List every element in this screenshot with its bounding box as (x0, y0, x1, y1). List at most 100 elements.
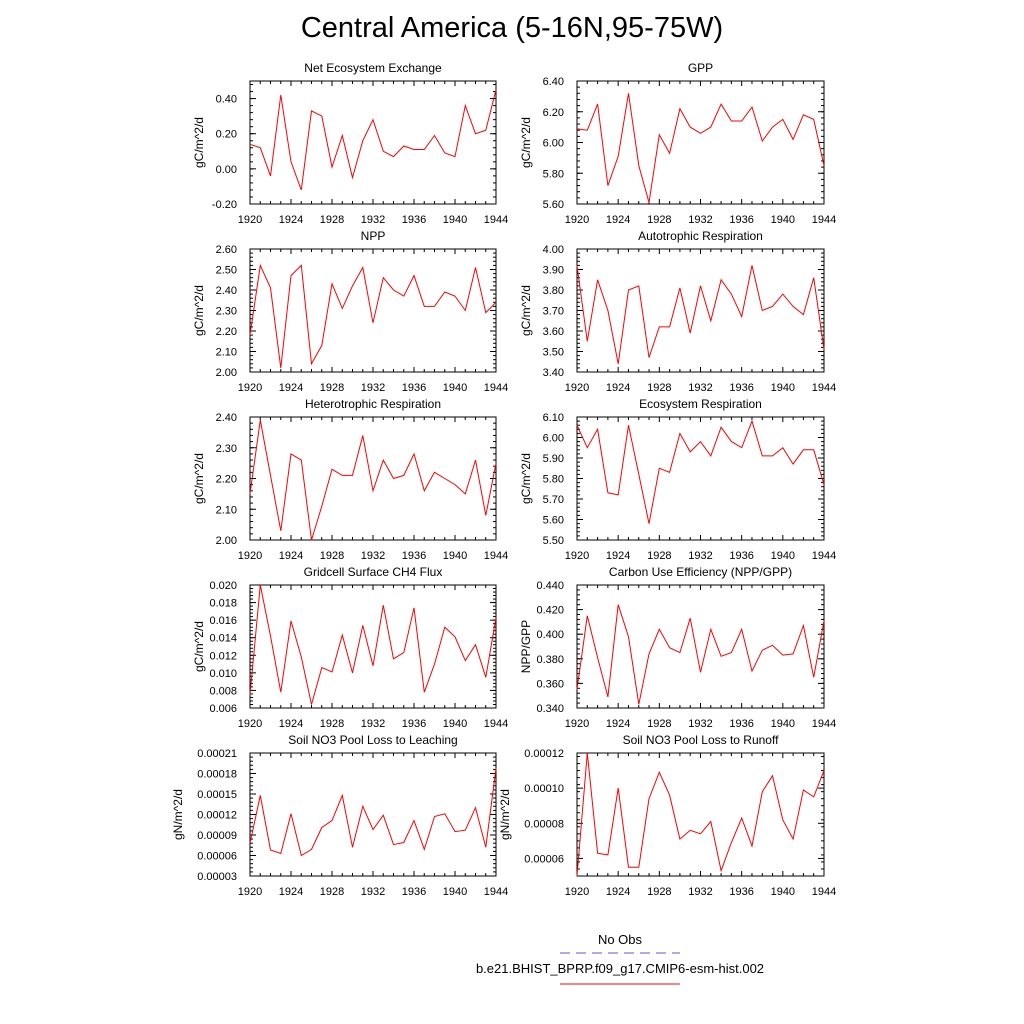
x-tick-label: 1928 (320, 718, 344, 730)
x-tick-label: 1924 (279, 550, 303, 562)
plot-frame (576, 248, 825, 373)
plot-frame (576, 584, 825, 709)
x-tick-label: 1944 (812, 382, 836, 394)
y-tick-label: 0.360 (536, 678, 564, 690)
x-tick-label: 1936 (729, 214, 753, 226)
x-tick-label: 1940 (443, 886, 467, 898)
x-tick-label: 1932 (688, 718, 712, 730)
y-tick-label: 3.60 (543, 326, 564, 338)
x-tick-label: 1944 (812, 718, 836, 730)
legend-model-label: b.e21.BHIST_BPRP.f09_g17.CMIP6-esm-hist.… (475, 961, 765, 976)
y-tick-label: 5.80 (543, 168, 564, 180)
y-tick-label: 6.40 (543, 76, 564, 88)
plot-frame (249, 416, 497, 541)
x-tick-label: 1920 (238, 382, 262, 394)
x-tick-label: 1924 (279, 886, 303, 898)
y-axis-label: gC/m^2/d (192, 117, 206, 168)
y-tick-label: 2.10 (216, 347, 237, 359)
y-tick-label: 0.440 (536, 580, 564, 592)
x-tick-label: 1928 (647, 886, 671, 898)
y-tick-label: 2.40 (216, 285, 237, 297)
x-tick-label: 1936 (729, 382, 753, 394)
panel-10: Soil NO3 Pool Loss to Runoff 1920 1924 1928… (498, 733, 836, 898)
panel-9: Soil NO3 Pool Loss to Leaching 1920 1924 19… (171, 733, 508, 898)
y-tick-label: 0.008 (209, 685, 237, 697)
panel-title: NPP (361, 229, 386, 243)
y-tick-label: 0.380 (536, 654, 564, 666)
x-tick-label: 1924 (606, 550, 630, 562)
panel-title: Gridcell Surface CH4 Flux (304, 565, 443, 579)
series-line (249, 263, 497, 368)
x-tick-label: 1936 (402, 214, 426, 226)
x-tick-label: 1924 (606, 886, 630, 898)
panel-1: Net Ecosystem Exchange 1920 1924 1928 1932 19… (192, 61, 508, 226)
x-tick-label: 1920 (238, 718, 262, 730)
x-tick-label: 1944 (484, 886, 508, 898)
y-axis-label: gC/m^2/d (519, 453, 533, 504)
panel-title: GPP (688, 61, 713, 75)
y-tick-label: 2.00 (216, 367, 237, 379)
x-tick-label: 1920 (565, 382, 589, 394)
y-tick-label: 3.70 (543, 306, 564, 318)
y-tick-label: 0.00015 (197, 789, 237, 801)
y-tick-label: 0.006 (209, 703, 237, 715)
y-tick-label: 3.50 (543, 347, 564, 359)
plot-frame (576, 80, 825, 205)
y-tick-label: 0.00003 (197, 871, 237, 883)
y-tick-label: 0.40 (216, 94, 237, 106)
x-tick-label: 1928 (320, 550, 344, 562)
x-tick-label: 1944 (812, 550, 836, 562)
x-tick-label: 1928 (647, 550, 671, 562)
y-tick-label: 2.50 (216, 265, 237, 277)
x-tick-label: 1932 (688, 886, 712, 898)
x-tick-label: 1932 (688, 550, 712, 562)
panel-title: Carbon Use Efficiency (NPP/GPP) (609, 565, 792, 579)
x-tick-label: 1920 (565, 214, 589, 226)
y-tick-label: 0.00009 (197, 830, 237, 842)
x-tick-label: 1944 (812, 886, 836, 898)
y-tick-label: 0.014 (209, 633, 237, 645)
x-tick-label: 1936 (402, 718, 426, 730)
y-tick-label: 2.30 (216, 306, 237, 318)
y-tick-label: 2.60 (216, 244, 237, 256)
x-tick-label: 1920 (238, 886, 262, 898)
y-tick-label: 2.20 (216, 474, 237, 486)
panel-title: Heterotrophic Respiration (305, 397, 441, 411)
series-line (249, 89, 497, 191)
panel-3: NPP 1920 1924 1928 1932 1936 1940 1944 2.00 2.10 2… (192, 229, 508, 394)
y-tick-label: 0.00006 (524, 853, 564, 865)
y-axis-label: NPP/GPP (519, 620, 533, 673)
x-tick-label: 1944 (484, 382, 508, 394)
panel-8: Carbon Use Efficiency (NPP/GPP) 1920 1924 1… (519, 565, 836, 730)
y-tick-label: 0.00018 (197, 769, 237, 781)
x-tick-label: 1920 (565, 550, 589, 562)
panel-7: Gridcell Surface CH4 Flux 1920 1924 1928 193… (192, 565, 508, 730)
y-tick-label: 3.90 (543, 265, 564, 277)
y-tick-label: 0.420 (536, 605, 564, 617)
y-tick-label: 2.30 (216, 443, 237, 455)
x-tick-label: 1932 (688, 214, 712, 226)
y-tick-label: 0.012 (209, 650, 237, 662)
panel-5: Heterotrophic Respiration 1920 1924 1928 193… (192, 397, 508, 562)
panel-title: Net Ecosystem Exchange (304, 61, 442, 75)
x-tick-label: 1920 (238, 214, 262, 226)
y-tick-label: 6.00 (543, 138, 564, 150)
y-tick-label: 6.00 (543, 433, 564, 445)
y-tick-label: 0.010 (209, 668, 237, 680)
x-tick-label: 1936 (402, 886, 426, 898)
series-line (576, 419, 825, 524)
y-tick-label: 2.40 (216, 412, 237, 424)
y-tick-label: 0.00008 (524, 818, 564, 830)
x-tick-label: 1932 (361, 550, 385, 562)
series-line (576, 265, 825, 364)
y-tick-label: 3.40 (543, 367, 564, 379)
y-axis-label: gC/m^2/d (192, 621, 206, 672)
y-axis-label: gN/m^2/d (498, 789, 512, 840)
x-tick-label: 1940 (443, 382, 467, 394)
panel-4: Autotrophic Respiration 1920 1924 1928 1932 1… (519, 229, 836, 394)
legend-model-line (560, 983, 680, 985)
y-tick-label: 6.20 (543, 107, 564, 119)
x-tick-label: 1944 (484, 550, 508, 562)
x-tick-label: 1944 (812, 214, 836, 226)
